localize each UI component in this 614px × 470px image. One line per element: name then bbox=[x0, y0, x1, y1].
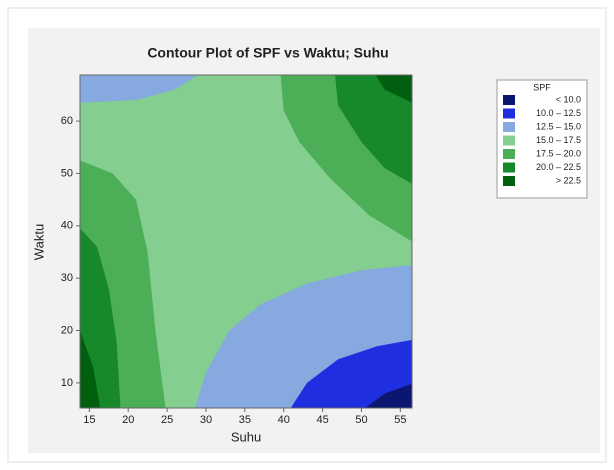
x-tick-label: 50 bbox=[355, 414, 367, 426]
legend-swatch bbox=[503, 176, 515, 186]
legend-label: 17.5 – 20.0 bbox=[536, 148, 581, 158]
legend-label: 15.0 – 17.5 bbox=[536, 135, 581, 145]
x-tick-label: 20 bbox=[122, 414, 134, 426]
legend-swatch bbox=[503, 95, 515, 105]
contour-region bbox=[335, 75, 412, 184]
legend-label: 12.5 – 15.0 bbox=[536, 121, 581, 131]
contour-region bbox=[365, 383, 412, 408]
contour-region bbox=[80, 330, 101, 408]
x-tick-label: 25 bbox=[161, 414, 173, 426]
y-tick-label: 30 bbox=[61, 272, 73, 284]
x-tick-label: 35 bbox=[239, 414, 251, 426]
legend-swatch bbox=[503, 108, 515, 119]
y-tick-label: 40 bbox=[61, 220, 73, 232]
x-tick-label: 40 bbox=[278, 414, 290, 426]
y-tick-label: 10 bbox=[61, 377, 73, 389]
plot-border bbox=[79, 74, 413, 409]
x-tick-label: 55 bbox=[394, 414, 406, 426]
legend-label: > 22.5 bbox=[556, 175, 581, 185]
legend-swatch bbox=[503, 162, 515, 173]
x-tick-label: 45 bbox=[316, 414, 328, 426]
legend-label: 20.0 – 22.5 bbox=[536, 162, 581, 172]
y-axis-label: Waktu bbox=[31, 224, 46, 260]
contour-region bbox=[290, 339, 412, 408]
legend-swatch bbox=[503, 149, 515, 159]
x-tick-label: 15 bbox=[83, 414, 95, 426]
x-tick-label: 30 bbox=[200, 414, 212, 426]
y-tick-label: 20 bbox=[61, 324, 73, 336]
contour-region bbox=[80, 75, 199, 103]
legend-title: SPF bbox=[533, 82, 551, 92]
chart-title: Contour Plot of SPF vs Waktu; Suhu bbox=[147, 45, 388, 61]
x-axis-label: Suhu bbox=[231, 429, 261, 444]
y-tick-label: 50 bbox=[61, 167, 73, 179]
legend-swatch bbox=[503, 122, 515, 132]
contour-region bbox=[375, 75, 412, 103]
legend-label: 10.0 – 12.5 bbox=[536, 108, 581, 118]
y-tick-label: 60 bbox=[61, 115, 73, 127]
legend-label: < 10.0 bbox=[556, 94, 581, 104]
legend-swatch bbox=[503, 135, 515, 146]
